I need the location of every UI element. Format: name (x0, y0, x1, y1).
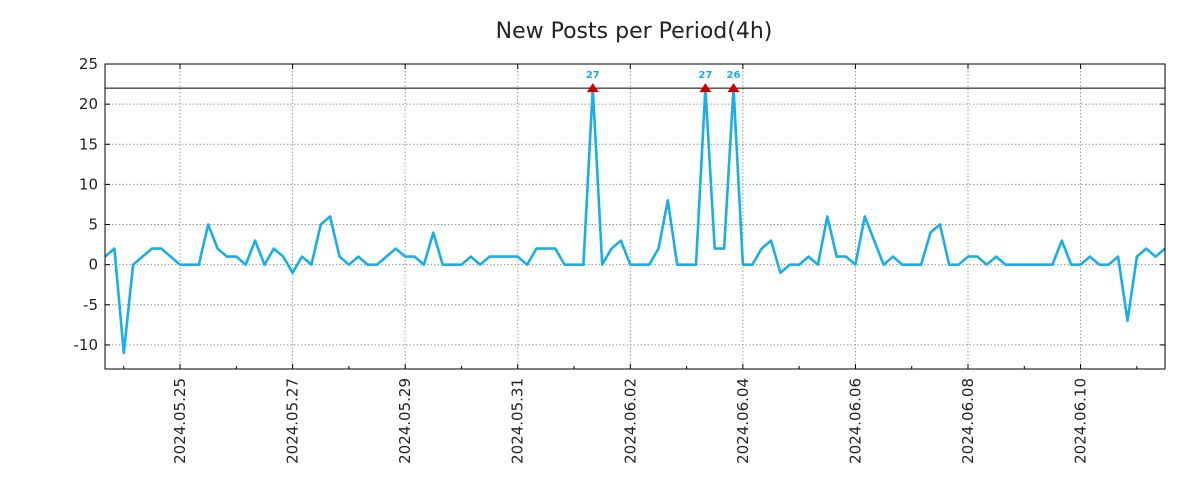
series-line-new-posts (104, 86, 1166, 355)
y-tick-label: -5 (83, 296, 98, 314)
series-layer (104, 86, 1166, 355)
x-tick-label: 2024.06.04 (734, 378, 752, 464)
x-tick-label: 2024.06.06 (846, 378, 864, 464)
x-tick-label: 2024.06.10 (1072, 378, 1090, 464)
peak-label: 27 (586, 70, 600, 81)
x-tick-label: 2024.06.02 (621, 378, 639, 464)
chart-title: New Posts per Period(4h) (496, 19, 773, 44)
y-tick-label: -10 (74, 336, 99, 354)
x-tick-label: 2024.05.25 (171, 378, 189, 464)
x-tick-label: 2024.05.29 (396, 378, 414, 464)
x-tick-label: 2024.05.31 (509, 378, 527, 464)
y-tick-label: 0 (88, 256, 98, 274)
peak-marker (727, 83, 740, 93)
peak-marker (699, 83, 712, 93)
grid-lines (105, 64, 1165, 369)
y-tick-label: 15 (79, 135, 98, 153)
y-tick-label: 20 (79, 95, 98, 113)
y-tick-label: 5 (88, 216, 98, 234)
peak-markers: 27 27 26 (586, 70, 741, 93)
y-tick-label: 25 (79, 55, 98, 73)
axis-ticks: 25 20 15 10 5 0 -5 -10 2024.05.25 2024.05.27 2024.… (74, 55, 1165, 464)
plot-frame (104, 63, 1166, 370)
peak-label: 27 (698, 70, 712, 81)
peak-marker (586, 83, 599, 93)
y-tick-label: 10 (79, 175, 98, 193)
x-tick-label: 2024.05.27 (284, 378, 302, 464)
x-tick-label: 2024.06.08 (959, 378, 977, 464)
peak-label: 26 (727, 70, 741, 81)
